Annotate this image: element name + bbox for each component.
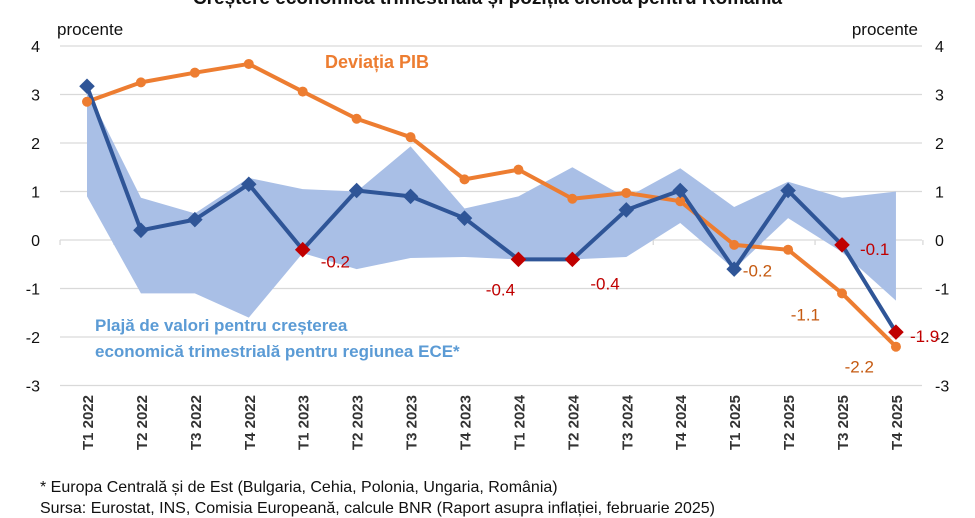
output-gap-point	[675, 196, 686, 207]
output-gap-point	[459, 174, 470, 185]
y-tick-right: -1	[935, 282, 949, 299]
output-gap-point	[351, 113, 362, 124]
y-tick-right: -2	[935, 330, 949, 347]
output-gap-data-label: -1.1	[791, 305, 820, 324]
output-gap-data-label: -0.2	[743, 262, 772, 281]
growth-point	[618, 202, 635, 218]
growth-point	[672, 182, 689, 199]
y-tick-right: 4	[935, 39, 944, 56]
growth-data-label: -0.4	[590, 274, 619, 293]
x-tick-label: T1 2023	[296, 395, 313, 450]
y-tick-right: 2	[935, 136, 944, 153]
growth-data-label: -0.2	[321, 253, 350, 272]
y-tick-left: 0	[31, 233, 40, 250]
output-gap-line	[86, 61, 898, 349]
y-tick-left: -1	[26, 282, 40, 299]
x-tick-label: T3 2023	[404, 395, 421, 450]
x-tick-label: T1 2024	[511, 394, 528, 450]
chart-title: Creștere economică trimestrială și poziț…	[0, 0, 975, 10]
growth-point	[294, 241, 311, 258]
x-tick-label: T2 2023	[350, 395, 367, 450]
x-tick-label: T3 2024	[619, 394, 636, 450]
y-axis-label-right: procente	[852, 20, 918, 39]
growth-data-label: -1.9	[910, 327, 939, 346]
footnote: * Europa Centrală și de Est (Bulgaria, C…	[40, 479, 558, 496]
y-axis-label-left: procente	[57, 20, 123, 39]
output-gap-point	[297, 86, 308, 97]
output-gap-point	[243, 58, 254, 69]
output-gap-point	[621, 187, 632, 198]
output-gap-data-label: -2.2	[845, 358, 874, 377]
output-gap-point	[729, 239, 740, 250]
y-tick-left: 1	[31, 185, 40, 202]
growth-point	[402, 188, 419, 205]
chart: 4 4 3 3 2 2 1 1 0 0 -1 -1 -2 -2 -3 -3 procente procente Pl…	[26, 20, 950, 450]
output-gap-point	[82, 96, 92, 107]
output-gap-point	[513, 164, 524, 175]
output-gap-point	[890, 341, 901, 352]
y-tick-left: 2	[31, 136, 40, 153]
y-tick-left: -3	[26, 379, 40, 396]
growth-point	[241, 176, 257, 193]
x-tick-label: T4 2022	[242, 395, 259, 450]
x-tick-label: T2 2025	[781, 395, 798, 450]
growth-data-label: -0.4	[486, 280, 515, 299]
growth-point	[348, 182, 365, 199]
y-tick-right: 3	[935, 88, 944, 105]
x-tick-label: T3 2025	[835, 395, 852, 450]
output-gap-series-label: Deviația PIB	[325, 52, 429, 72]
band-label-line2: economică trimestrială pentru regiunea E…	[95, 342, 460, 361]
x-tick-label: T2 2024	[565, 394, 582, 450]
y-tick-left: -2	[26, 330, 40, 347]
output-gap-point	[567, 193, 578, 204]
x-tick-label: T2 2022	[134, 395, 151, 450]
growth-point	[133, 222, 149, 239]
output-gap-point	[837, 288, 848, 299]
y-tick-right: 1	[935, 185, 944, 202]
band-label-line1: Plajă de valori pentru creșterea	[95, 316, 348, 335]
x-tick-label: T4 2025	[889, 395, 906, 450]
growth-point	[780, 182, 796, 199]
growth-point	[79, 78, 95, 95]
growth-data-label: -0.1	[860, 240, 889, 259]
y-tick-right: -3	[935, 379, 949, 396]
source-note: Sursa: Eurostat, INS, Comisia Europeană,…	[40, 500, 715, 517]
x-tick-label: T4 2024	[673, 394, 690, 450]
y-tick-left: 4	[31, 39, 40, 56]
x-tick-label: T1 2022	[80, 395, 97, 450]
growth-point	[834, 237, 850, 253]
output-gap-point	[189, 67, 200, 78]
x-tick-label: T3 2022	[188, 395, 205, 450]
x-tick-label: T4 2023	[458, 395, 475, 450]
growth-line	[85, 85, 898, 334]
output-gap-point	[405, 132, 416, 143]
y-tick-left: 3	[31, 88, 40, 105]
output-gap-point	[783, 244, 794, 255]
x-tick-label: T1 2025	[727, 395, 744, 450]
output-gap-point	[135, 77, 146, 88]
growth-point	[456, 210, 473, 226]
ece-range-band	[87, 89, 896, 318]
y-tick-right: 0	[935, 233, 944, 250]
growth-point	[187, 211, 203, 228]
